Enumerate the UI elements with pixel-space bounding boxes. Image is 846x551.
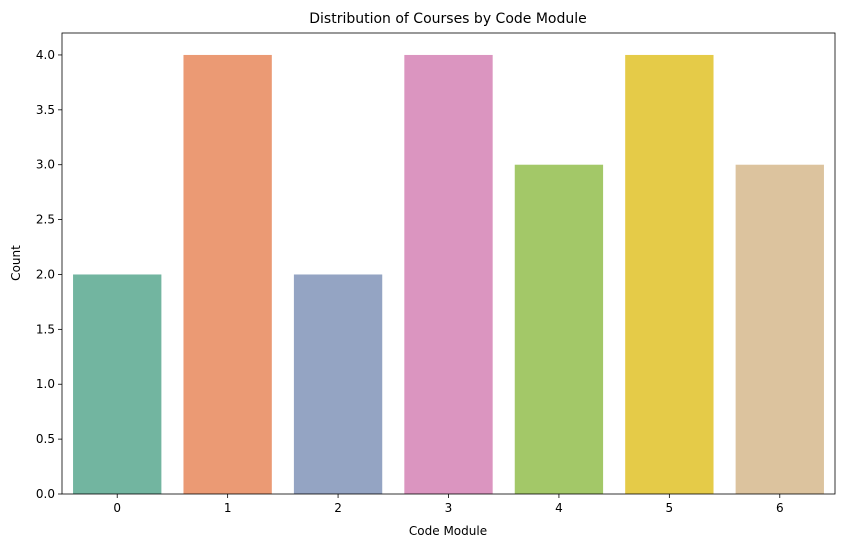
y-tick-label: 1.5 [36, 322, 55, 336]
bar-5 [625, 54, 714, 494]
bar-6 [735, 164, 824, 494]
y-tick-label: 2.0 [36, 267, 55, 281]
bar-1 [183, 54, 272, 494]
x-tick-label: 1 [224, 501, 232, 515]
x-axis: 0 1 2 3 4 5 6 [113, 494, 784, 515]
bar-3 [404, 54, 493, 494]
y-tick-label: 4.0 [36, 48, 55, 62]
chart-title: Distribution of Courses by Code Module [309, 11, 587, 27]
bar-4 [514, 164, 604, 494]
bars-layer [73, 54, 824, 494]
y-tick-label: 0.5 [36, 432, 55, 446]
x-tick-label: 2 [334, 501, 342, 515]
x-tick-label: 5 [666, 501, 674, 515]
x-axis-label: Code Module [409, 524, 487, 538]
y-tick-label: 1.0 [36, 377, 55, 391]
bar-0 [73, 274, 162, 494]
x-tick-label: 3 [445, 501, 453, 515]
x-tick-label: 0 [113, 501, 121, 515]
bar-2 [293, 274, 383, 494]
x-tick-label: 6 [776, 501, 784, 515]
y-axis: 0.0 0.5 1.0 1.5 2.0 2.5 3.0 3.5 4.0 [36, 48, 62, 501]
y-tick-label: 3.5 [36, 103, 55, 117]
x-tick-label: 4 [555, 501, 563, 515]
y-tick-label: 0.0 [36, 487, 55, 501]
y-tick-label: 2.5 [36, 213, 55, 227]
y-axis-label: Count [9, 245, 23, 281]
y-tick-label: 3.0 [36, 158, 55, 172]
